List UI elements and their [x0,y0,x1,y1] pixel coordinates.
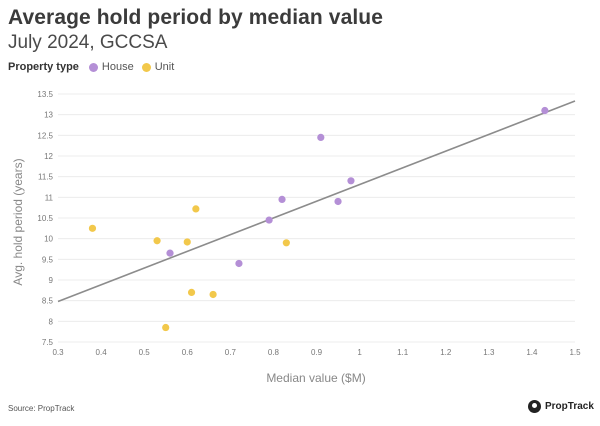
proptrack-logo-icon [528,400,541,413]
y-tick-label: 12 [44,152,53,161]
y-axis-ticks: 7.5 8 8.5 9 9.5 10 10.5 11 11.5 12 12.5 13 13.5 [37,90,53,347]
x-tick-label: 0.7 [225,348,237,357]
legend-item-house[interactable]: House [88,61,134,73]
grid-lines [58,93,575,343]
legend-label-house: House [101,61,134,73]
data-point-unit[interactable] [153,237,161,245]
data-point-house[interactable] [347,177,355,185]
proptrack-logo: PropTrack [528,400,594,413]
x-axis-ticks: 0.3 0.4 0.5 0.6 0.7 0.8 0.9 1 1.1 1.2 1.3 1.4 1.5 [52,348,581,357]
chart-title: Average hold period by median value [8,6,383,29]
x-tick-label: 1.3 [483,348,495,357]
data-point-house[interactable] [278,195,286,203]
y-tick-label: 9.5 [42,255,54,264]
y-tick-label: 11.5 [38,173,54,182]
data-point-unit[interactable] [187,288,196,296]
x-tick-label: 1.1 [397,348,409,357]
x-tick-label: 1.2 [440,348,452,357]
x-tick-label: 1.4 [526,348,538,357]
data-point-unit[interactable] [183,238,191,246]
y-tick-label: 13 [44,111,53,120]
data-point-house[interactable] [166,249,174,257]
y-tick-label: 8.5 [42,297,54,306]
data-point-unit[interactable] [88,224,97,232]
data-point-house[interactable] [235,259,243,268]
x-tick-label: 1 [357,348,362,357]
source-note: Source: PropTrack [8,404,75,413]
chart-subtitle: July 2024, GCCSA [8,32,168,53]
y-tick-label: 8 [49,317,54,326]
x-axis-label: Median value ($M) [266,371,365,385]
x-tick-label: 0.5 [139,348,151,357]
y-tick-label: 12.5 [37,131,53,140]
data-point-unit[interactable] [162,323,170,332]
y-tick-label: 7.5 [42,338,54,347]
x-tick-label: 0.6 [182,348,194,357]
brand-name: PropTrack [545,401,594,412]
data-point-house[interactable] [265,216,273,224]
legend-label-unit: Unit [154,61,175,73]
trend-line [57,100,576,303]
data-point-house[interactable] [541,106,549,115]
y-tick-label: 13.5 [37,90,53,99]
data-point-house[interactable] [317,133,325,141]
legend-item-unit[interactable]: Unit [141,61,175,73]
x-tick-label: 0.9 [311,348,323,357]
x-tick-label: 0.3 [52,348,64,357]
data-point-unit[interactable] [192,205,200,213]
y-tick-label: 10.5 [37,214,53,223]
y-tick-label: 9 [49,276,54,285]
y-tick-label: 10 [44,235,53,244]
data-point-house[interactable] [334,197,342,206]
house-dot-icon [88,62,98,72]
legend: Property type House Unit [8,61,182,73]
x-tick-label: 0.8 [268,348,280,357]
x-tick-label: 0.4 [96,348,108,357]
legend-title: Property type [8,61,79,73]
unit-dot-icon [141,62,151,72]
y-tick-label: 11 [45,193,54,202]
x-tick-label: 1.5 [569,348,581,357]
y-axis-label: Avg. hold period (years) [11,158,25,285]
data-point-unit[interactable] [282,239,290,247]
data-point-unit[interactable] [209,290,217,299]
data-points [88,106,549,332]
